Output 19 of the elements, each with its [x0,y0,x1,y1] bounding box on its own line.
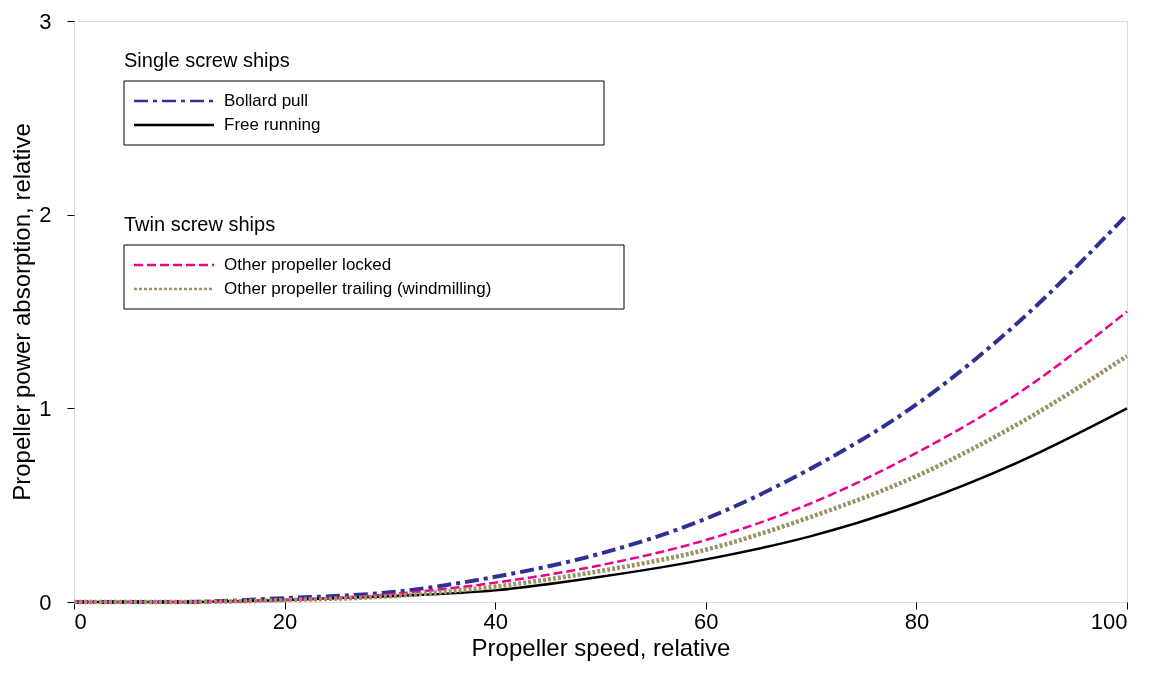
legend-label: Bollard pull [224,91,309,110]
y-tick-label: 2 [39,202,52,228]
x-tick-label: 0 [74,608,87,634]
legend-label: Other propeller locked [224,255,392,274]
legend-label: Free running [224,115,321,134]
x-tick-label: 100 [1090,608,1128,634]
x-tick-label: 60 [694,608,719,634]
annotation: Single screw ships [124,49,290,71]
line-series [71,353,1130,605]
y-tick-label: 3 [39,8,52,34]
y-axis-title: Propeller power absorption, relative [8,123,36,501]
y-tick-label: 1 [39,395,52,421]
x-tick-label: 80 [904,608,930,634]
annotation: Twin screw ships [124,213,276,235]
x-tick-label: 20 [272,608,298,634]
legend-label: Other propeller trailing (windmilling) [224,279,492,298]
x-tick-label: 40 [483,608,508,634]
y-tick-label: 0 [39,589,52,615]
x-axis-title: Propeller speed, relative [471,633,731,661]
